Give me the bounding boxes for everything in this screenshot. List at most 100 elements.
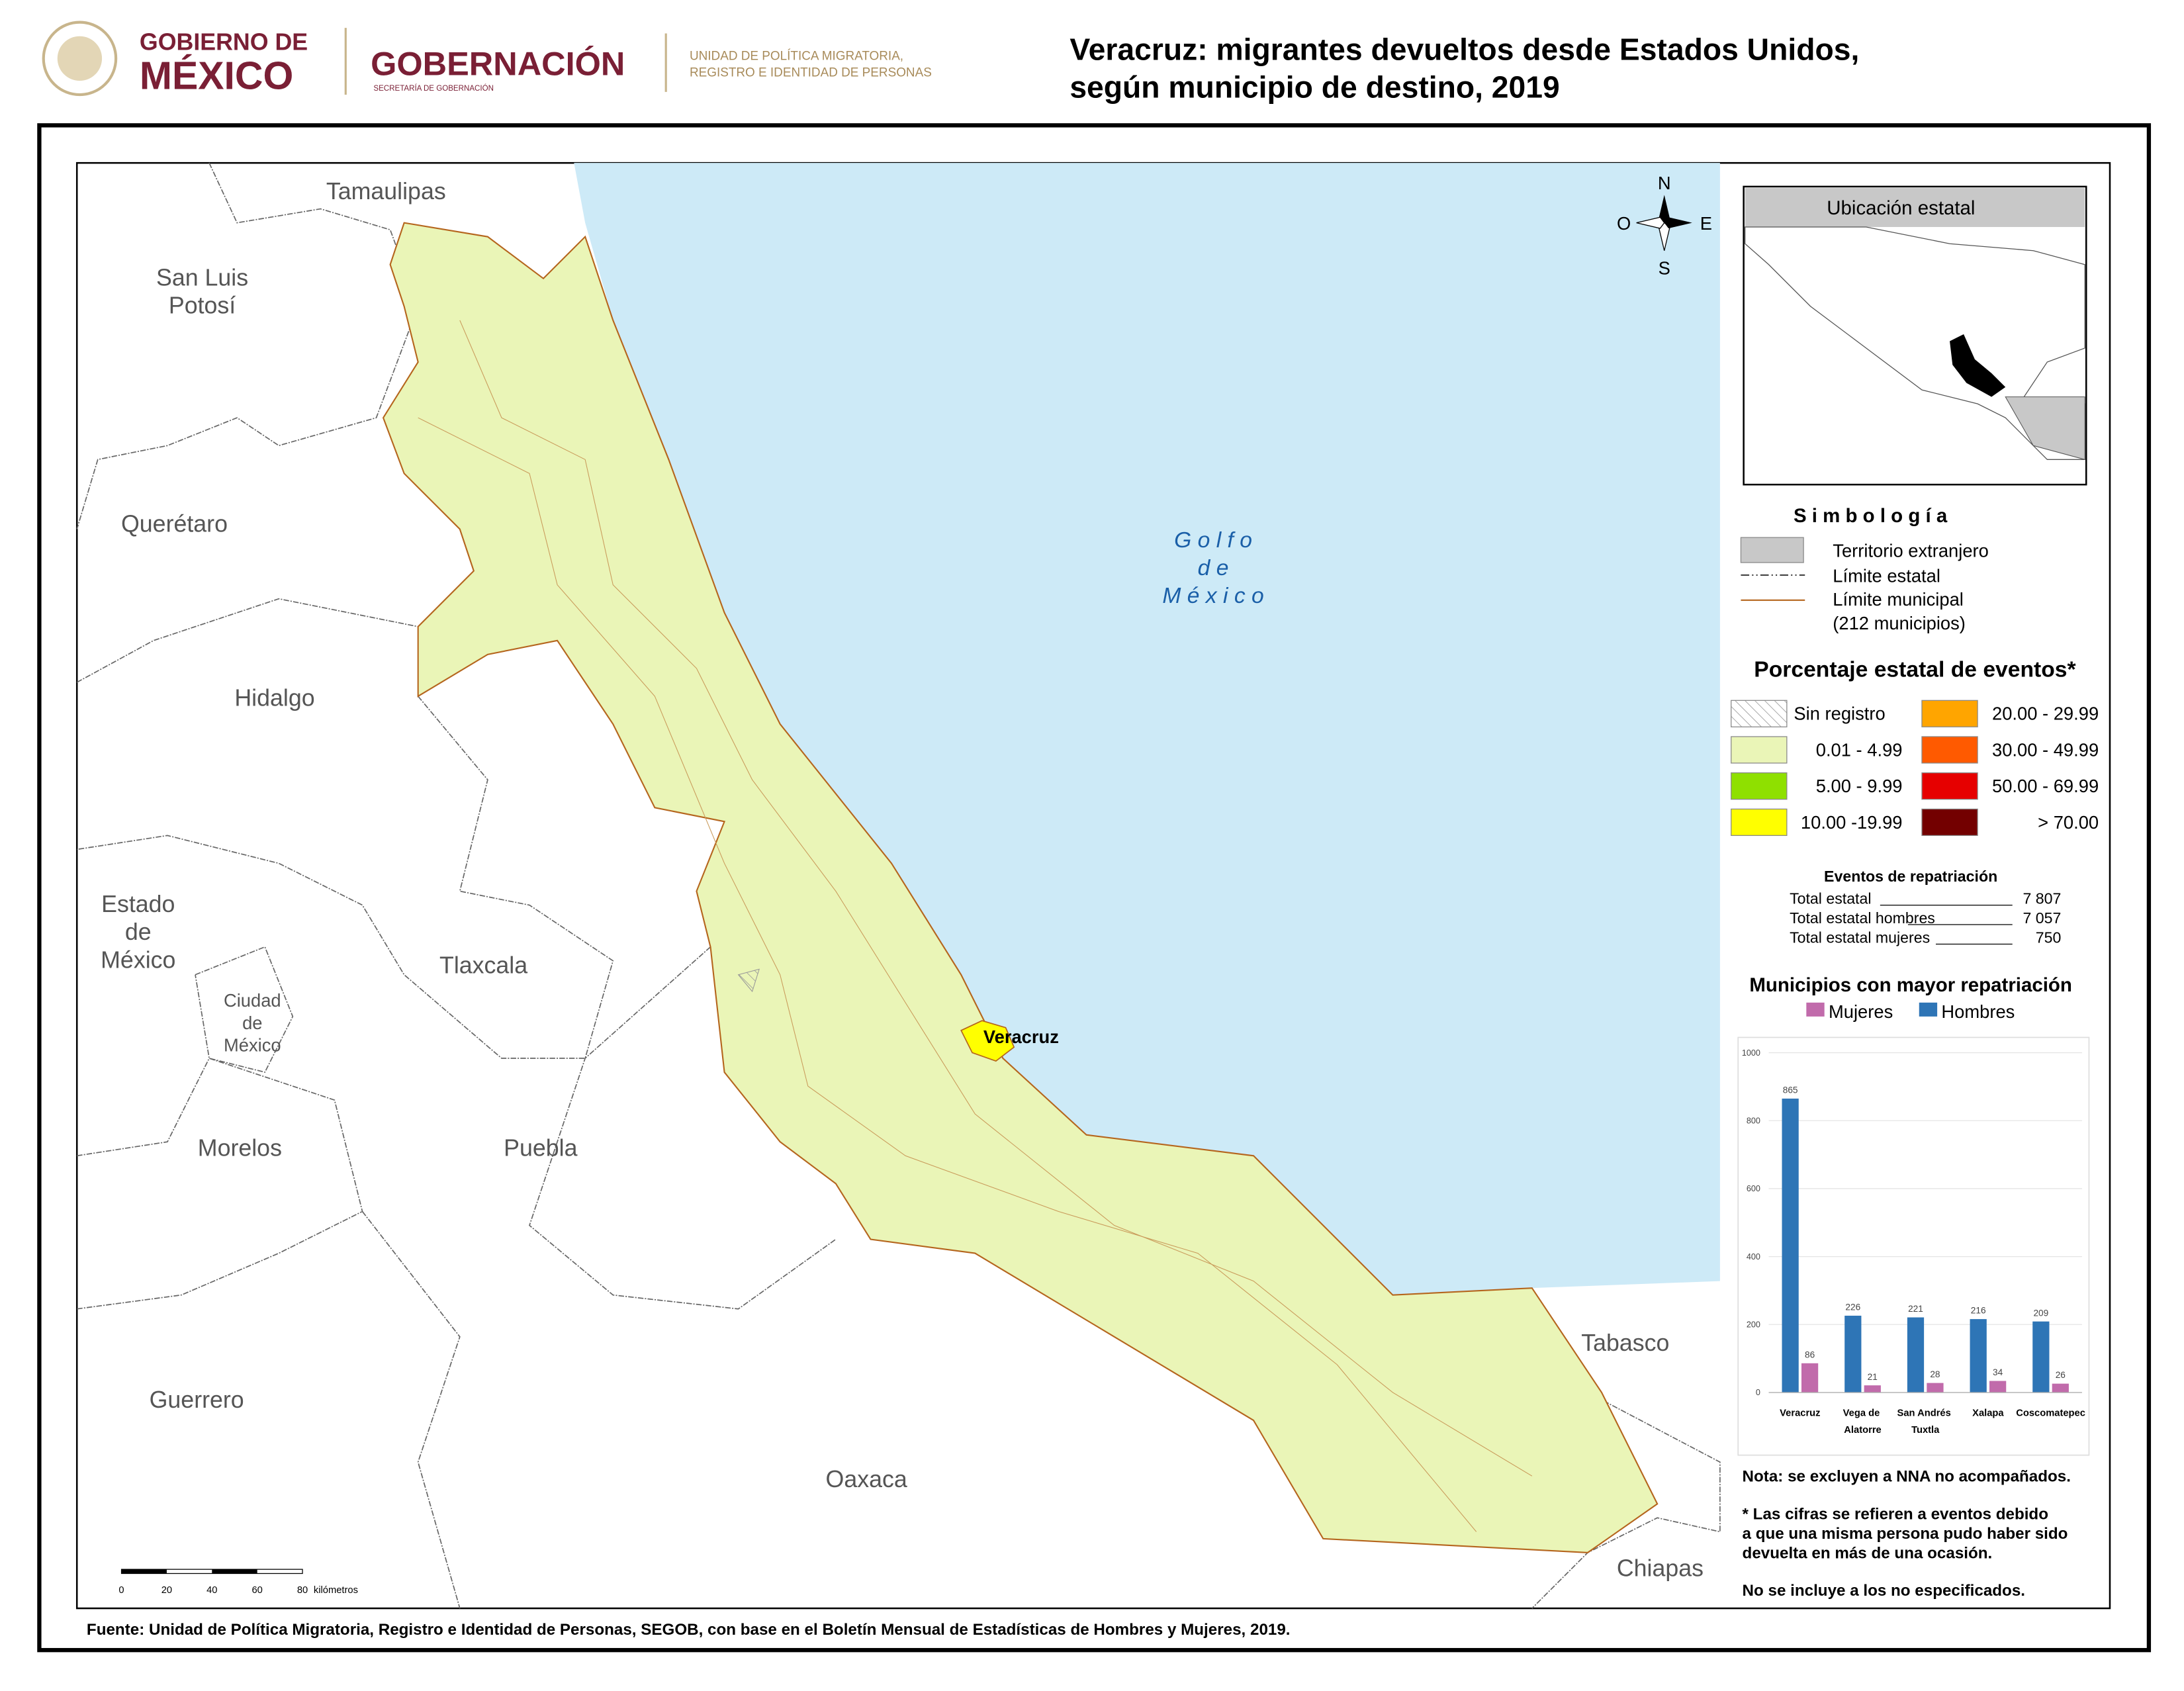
range-swatch xyxy=(1731,736,1788,764)
events-value: 7 807 xyxy=(2023,890,2061,907)
compass-label: E xyxy=(1700,213,1712,234)
legend-swatch xyxy=(1919,1002,1938,1017)
veracruz-municipality xyxy=(960,1020,1015,1062)
veracruz-state xyxy=(382,222,1659,1553)
municipal-boundary xyxy=(418,417,1477,1532)
unit-line2: REGISTRO E IDENTIDAD DE PERSONAS xyxy=(690,66,932,80)
range-label: 30.00 - 49.99 xyxy=(1992,739,2099,760)
compass-label: N xyxy=(1658,173,1671,193)
state-boundary xyxy=(361,1211,461,1609)
range-label: 0.01 - 4.99 xyxy=(1816,739,1903,760)
bar xyxy=(2052,1383,2069,1393)
scale-bar xyxy=(121,1569,167,1574)
value-label: 221 xyxy=(1908,1304,1923,1314)
state-label: México xyxy=(224,1034,281,1055)
municipal-boundary xyxy=(459,320,1533,1477)
state-label: México xyxy=(101,946,175,973)
x-tick-label: Coscomatepec xyxy=(2016,1408,2085,1419)
range-swatch xyxy=(1921,736,1978,764)
state-boundary xyxy=(77,1057,363,1310)
inset-title: Ubicación estatal xyxy=(1827,197,1975,219)
y-tick-label: 200 xyxy=(1747,1320,1760,1329)
state-boundary xyxy=(77,696,614,1059)
legend-item: (212 municipios) xyxy=(1833,613,1966,633)
state-label: San Luis xyxy=(156,264,248,291)
events-label: Total estatal xyxy=(1790,890,1871,907)
range-swatch xyxy=(1921,772,1978,800)
state-label: Tabasco xyxy=(1581,1330,1669,1356)
y-tick-label: 800 xyxy=(1747,1116,1760,1125)
state-label: Ciudad xyxy=(224,990,281,1011)
range-swatch xyxy=(1731,700,1788,727)
note: devuelta en más de una ocasión. xyxy=(1743,1544,1993,1562)
gulf-label: G o l f o xyxy=(1174,528,1252,553)
y-tick-label: 600 xyxy=(1747,1184,1760,1193)
gov-line2: MÉXICO xyxy=(140,54,293,98)
state-label: de xyxy=(242,1013,262,1033)
x-tick-label: Xalapa xyxy=(1972,1408,2004,1419)
state-label: Tamaulipas xyxy=(326,178,446,205)
legend-item: Límite estatal xyxy=(1833,565,1940,586)
x-tick-label: Vega de Alatorre xyxy=(1843,1408,1883,1436)
value-label: 34 xyxy=(1993,1367,2003,1377)
bar xyxy=(1989,1381,2007,1393)
legend-title: S i m b o l o g í a xyxy=(1794,505,1948,527)
events-title: Eventos de repatriación xyxy=(1824,868,1997,885)
compass xyxy=(1664,217,1692,229)
range-swatch xyxy=(1921,808,1978,837)
value-label: 226 xyxy=(1845,1303,1860,1312)
emblem xyxy=(42,21,118,97)
range-swatch xyxy=(1731,772,1788,800)
range-label: 50.00 - 69.99 xyxy=(1992,776,2099,796)
bar xyxy=(1927,1383,1944,1393)
gulf-label: M é x i c o xyxy=(1162,584,1263,608)
bar xyxy=(2032,1321,2050,1393)
compass-label: O xyxy=(1617,213,1631,234)
legend-item: Territorio extranjero xyxy=(1833,541,1989,561)
scale-tick: 40 xyxy=(206,1585,217,1596)
state-label: Guerrero xyxy=(150,1387,244,1413)
events-value: 7 057 xyxy=(2023,909,2061,927)
y-tick-label: 0 xyxy=(1756,1388,1760,1397)
legend-label: Mujeres xyxy=(1829,1001,1893,1022)
state-boundary xyxy=(529,946,837,1310)
city-label: Veracruz xyxy=(983,1027,1059,1047)
bar xyxy=(1844,1315,1862,1393)
value-label: 21 xyxy=(1868,1372,1878,1382)
x-tick-label: San Andrés Tuxtla xyxy=(1897,1408,1954,1436)
gulf-water xyxy=(574,163,1720,1295)
state-label: Potosí xyxy=(169,292,236,318)
state-label: Oaxaca xyxy=(826,1466,907,1492)
y-tick-label: 400 xyxy=(1747,1252,1760,1261)
range-label: Sin registro xyxy=(1794,704,1885,724)
gov-line1: GOBIERNO DE xyxy=(140,29,308,56)
legend-label: Hombres xyxy=(1941,1001,2015,1022)
state-label: Tlaxcala xyxy=(439,952,527,979)
events-value: 750 xyxy=(2036,929,2062,946)
x-tick-label: Veracruz xyxy=(1780,1408,1820,1419)
inset-veracruz xyxy=(1950,334,2006,397)
state-label: Hidalgo xyxy=(234,685,314,711)
state-boundary xyxy=(76,529,475,683)
range-swatch xyxy=(1731,808,1788,837)
bar xyxy=(1970,1319,1987,1393)
scale-tick: 20 xyxy=(161,1585,172,1596)
state-boundary xyxy=(195,946,294,1074)
unit-line1: UNIDAD DE POLÍTICA MIGRATORIA, xyxy=(690,49,903,63)
value-label: 28 xyxy=(1930,1369,1940,1379)
range-label: 5.00 - 9.99 xyxy=(1816,776,1903,796)
bar xyxy=(1782,1098,1799,1393)
range-label: > 70.00 xyxy=(2038,812,2099,833)
state-label: Chiapas xyxy=(1617,1555,1704,1582)
value-label: 216 xyxy=(1971,1306,1986,1316)
note: No se incluye a los no especificados. xyxy=(1743,1582,2025,1600)
state-boundary xyxy=(76,162,419,529)
legend-swatch xyxy=(1806,1002,1825,1017)
state-label: de xyxy=(125,919,152,945)
range-label: 10.00 -19.99 xyxy=(1801,812,1903,833)
note: Nota: se excluyen a NNA no acompañados. xyxy=(1743,1468,2071,1486)
compass-label: S xyxy=(1659,257,1670,278)
note: * Las cifras se refieren a eventos debid… xyxy=(1743,1505,2048,1523)
